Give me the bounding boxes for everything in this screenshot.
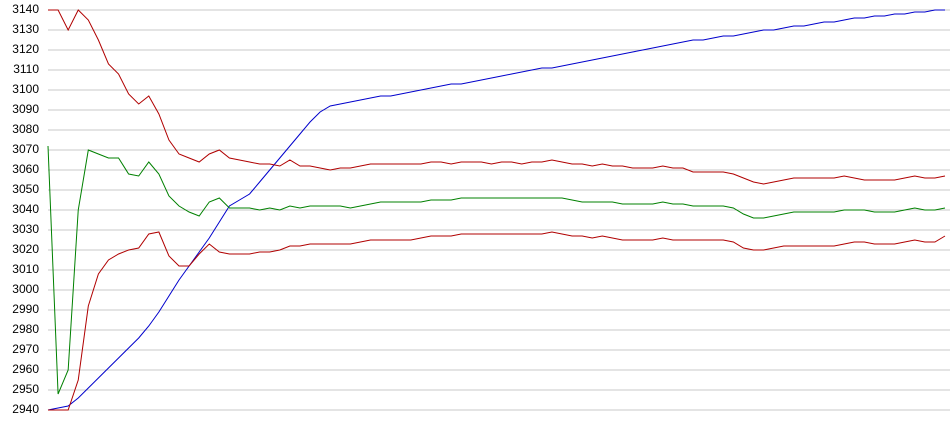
y-tick-label: 3010 [12,262,39,276]
y-tick-label: 2940 [12,402,39,416]
y-tick-label: 3100 [12,82,39,96]
series-line [47,9,945,411]
y-tick-label: 3120 [12,42,39,56]
y-tick-label: 3060 [12,162,39,176]
y-tick-label: 3070 [12,142,39,156]
y-tick-label: 2960 [12,362,39,376]
y-tick-label: 3040 [12,202,39,216]
y-tick-label: 2950 [12,382,39,396]
y-tick-label: 2990 [12,302,39,316]
series-line [48,9,946,185]
y-tick-label: 3140 [12,2,39,16]
y-tick-label: 3000 [12,282,39,296]
y-tick-label: 3090 [12,102,39,116]
y-tick-label: 3050 [12,182,39,196]
y-tick-label: 2980 [12,322,39,336]
y-tick-label: 2970 [12,342,39,356]
series-line [47,145,946,395]
y-tick-label: 3030 [12,222,39,236]
y-tick-label: 3130 [12,22,39,36]
y-tick-label: 3080 [12,122,39,136]
y-tick-label: 3110 [13,62,39,76]
y-tick-label: 3020 [12,242,39,256]
series-line [48,231,946,411]
